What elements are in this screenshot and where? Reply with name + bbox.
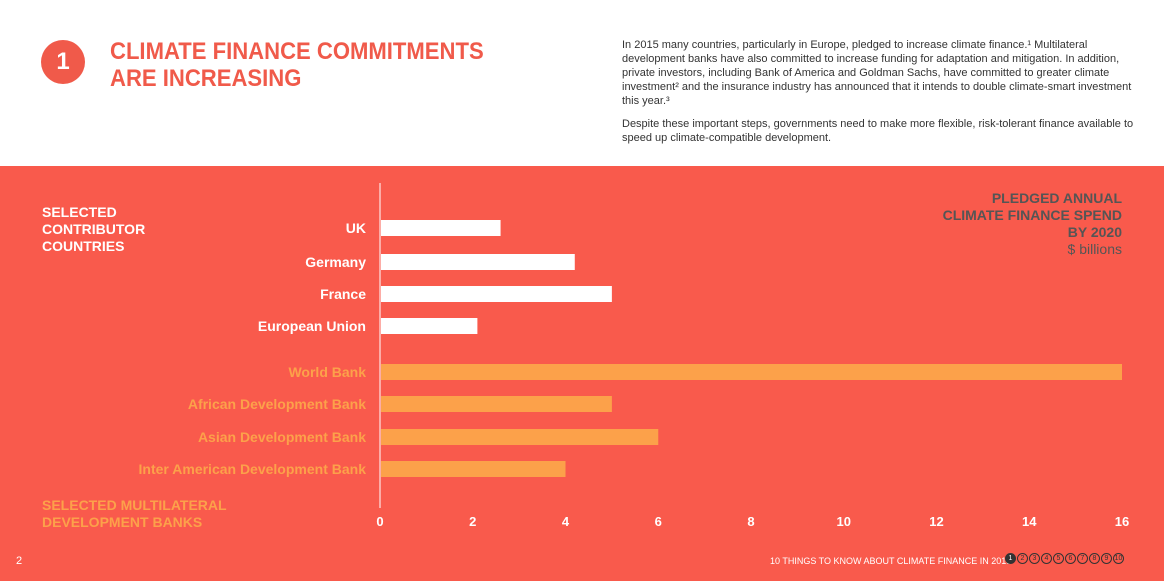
section-nav-item-3[interactable]: 3 (1029, 553, 1040, 564)
category-label-uk: UK (346, 220, 366, 236)
section-nav-item-6[interactable]: 6 (1065, 553, 1076, 564)
page-number: 2 (16, 555, 23, 567)
chart-unit-label: $ billions (1067, 241, 1122, 257)
intro-paragraph-2: Despite these important steps, governmen… (622, 118, 1134, 144)
chart-title-block: PLEDGED ANNUAL CLIMATE FINANCE SPEND BY … (943, 190, 1122, 258)
category-label-african-development-bank: African Development Bank (188, 396, 366, 412)
category-label-asian-development-bank: Asian Development Bank (198, 429, 366, 445)
page-title: CLIMATE FINANCE COMMITMENTS ARE INCREASI… (110, 38, 496, 92)
header-section: 1 CLIMATE FINANCE COMMITMENTS ARE INCREA… (0, 0, 1164, 166)
chart-title: PLEDGED ANNUAL CLIMATE FINANCE SPEND BY … (943, 190, 1122, 241)
banks-group-line-2: DEVELOPMENT BANKS (42, 514, 203, 530)
countries-group-line-3: COUNTRIES (42, 238, 125, 254)
bar-european-union (381, 318, 478, 334)
intro-text: In 2015 many countries, particularly in … (622, 38, 1142, 154)
chart-title-line-2: CLIMATE FINANCE SPEND (942, 207, 1122, 223)
x-tick-label: 2 (469, 514, 476, 529)
chart-title-line-3: BY 2020 (1067, 224, 1122, 240)
category-label-germany: Germany (305, 254, 366, 270)
chart-title-line-1: PLEDGED ANNUAL (991, 190, 1122, 206)
bar-african-development-bank (381, 396, 612, 412)
bar-inter-american-development-bank (381, 461, 566, 477)
section-nav-item-7[interactable]: 7 (1077, 553, 1088, 564)
x-tick-label: 16 (1115, 514, 1129, 529)
section-nav-item-4[interactable]: 4 (1041, 553, 1052, 564)
section-nav: 1 2 3 4 5 6 7 8 9 10 (1005, 553, 1124, 564)
x-tick-label: 12 (929, 514, 943, 529)
bar-chart: UK Germany France European Union World Bank A… (139, 183, 1129, 529)
section-nav-item-1[interactable]: 1 (1005, 553, 1016, 564)
category-label-inter-american-development-bank: Inter American Development Bank (139, 461, 367, 477)
category-label-world-bank: World Bank (288, 364, 366, 380)
section-nav-item-8[interactable]: 8 (1089, 553, 1100, 564)
countries-group-label: SELECTED CONTRIBUTOR COUNTRIES (42, 204, 145, 255)
section-nav-item-5[interactable]: 5 (1053, 553, 1064, 564)
section-number-badge: 1 (41, 40, 85, 84)
intro-paragraph-1: In 2015 many countries, particularly in … (622, 39, 1132, 107)
bar-asian-development-bank (381, 429, 659, 445)
bar-world-bank (381, 364, 1122, 380)
x-tick-label: 14 (1022, 514, 1037, 529)
bar-france (381, 286, 612, 302)
title-line-2: ARE INCREASING (110, 65, 302, 92)
x-tick-label: 0 (376, 514, 383, 529)
section-nav-item-9[interactable]: 9 (1101, 553, 1112, 564)
banks-group-line-1: SELECTED MULTILATERAL (42, 497, 227, 513)
publication-title: 10 THINGS TO KNOW ABOUT CLIMATE FINANCE … (770, 556, 1012, 566)
x-tick-label: 10 (837, 514, 851, 529)
title-line-1: CLIMATE FINANCE COMMITMENTS (110, 38, 484, 65)
bar-uk (381, 220, 501, 236)
countries-group-line-2: CONTRIBUTOR (42, 221, 146, 237)
bar-germany (381, 254, 575, 270)
section-nav-item-10[interactable]: 10 (1113, 553, 1124, 564)
category-label-france: France (320, 286, 366, 302)
banks-group-label: SELECTED MULTILATERAL DEVELOPMENT BANKS (42, 497, 227, 531)
category-label-european-union: European Union (258, 318, 366, 334)
x-tick-label: 8 (747, 514, 754, 529)
x-tick-label: 4 (562, 514, 570, 529)
section-nav-item-2[interactable]: 2 (1017, 553, 1028, 564)
countries-group-line-1: SELECTED (42, 204, 117, 220)
x-tick-label: 6 (655, 514, 662, 529)
